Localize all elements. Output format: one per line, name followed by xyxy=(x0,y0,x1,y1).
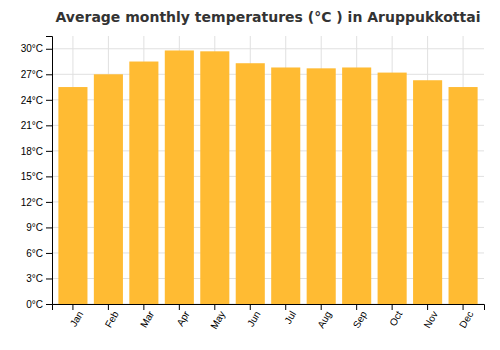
tick-mark xyxy=(463,304,464,310)
tick-mark xyxy=(46,202,52,203)
tick-label: Nov xyxy=(422,309,440,330)
tick-label: 21°C xyxy=(21,120,43,131)
tick-label: Apr xyxy=(174,309,192,329)
tick-label: Jun xyxy=(245,309,263,328)
bar xyxy=(129,62,158,304)
tick-mark xyxy=(285,304,286,310)
tick: 6°C xyxy=(26,248,52,259)
tick: Aug xyxy=(315,304,333,330)
tick-label: Feb xyxy=(103,309,121,330)
tick-label: 9°C xyxy=(26,222,43,233)
tick-mark xyxy=(46,227,52,228)
tick: 21°C xyxy=(21,120,52,131)
y-axis: 0°C 3°C 6°C 9°C 12°C 15°C 18°C 21°C 24°C 27°C 30°C xyxy=(21,37,53,310)
x-axis: Jan Feb Mar Apr May Jun Jul Aug Sep Oct Nov Dec xyxy=(53,304,485,331)
tick: 24°C xyxy=(21,95,52,106)
axis-line xyxy=(46,37,53,305)
tick-label: Sep xyxy=(351,309,370,330)
tick-mark xyxy=(46,100,52,101)
tick-label: 30°C xyxy=(21,43,43,54)
tick-mark xyxy=(250,304,251,310)
tick: Jun xyxy=(245,304,263,329)
tick: May xyxy=(208,304,227,331)
tick-label: 6°C xyxy=(26,248,43,259)
tick: 0°C xyxy=(26,299,52,310)
tick: 15°C xyxy=(21,171,52,182)
tick: 12°C xyxy=(21,197,52,208)
bar xyxy=(449,87,478,304)
tick-label: 27°C xyxy=(21,69,43,80)
tick: Sep xyxy=(351,304,370,330)
tick-label: 0°C xyxy=(26,299,43,310)
tick-mark xyxy=(72,304,73,310)
tick-mark xyxy=(179,304,180,310)
tick-mark xyxy=(143,304,144,310)
tick-label: May xyxy=(208,309,227,331)
grid xyxy=(52,36,484,304)
axis-line xyxy=(53,305,485,311)
tick-label: Jul xyxy=(282,309,298,326)
tick: 27°C xyxy=(21,69,52,80)
tick: Jan xyxy=(68,304,86,329)
bar xyxy=(58,87,87,304)
bar xyxy=(271,67,300,304)
tick-mark xyxy=(46,304,52,305)
tick-mark xyxy=(46,49,52,50)
bars xyxy=(58,50,477,304)
chart: 0°C 3°C 6°C 9°C 12°C 15°C 18°C 21°C 24°C 27°C 30°C… xyxy=(0,0,500,350)
bar xyxy=(307,68,336,304)
tick-mark xyxy=(46,125,52,126)
tick-label: Dec xyxy=(457,309,475,330)
tick-mark xyxy=(46,278,52,279)
tick-mark xyxy=(108,304,109,310)
bar xyxy=(378,73,407,304)
tick-mark xyxy=(214,304,215,310)
tick: Mar xyxy=(138,304,156,330)
tick: 9°C xyxy=(26,222,52,233)
tick-mark xyxy=(356,304,357,310)
tick-label: Aug xyxy=(315,309,333,330)
title: Average monthly temperatures (°C ) in Ar… xyxy=(56,9,481,25)
bar xyxy=(94,74,123,304)
tick-label: 3°C xyxy=(26,273,43,284)
tick-label: Mar xyxy=(138,309,156,330)
tick-mark xyxy=(427,304,428,310)
tick-mark xyxy=(46,253,52,254)
plot: 0°C 3°C 6°C 9°C 12°C 15°C 18°C 21°C 24°C 27°C 30°C… xyxy=(21,36,485,331)
tick-label: 15°C xyxy=(21,171,43,182)
tick: 30°C xyxy=(21,43,52,54)
tick-label: Jan xyxy=(68,309,86,328)
tick-mark xyxy=(392,304,393,310)
tick-mark xyxy=(46,176,52,177)
tick-label: 18°C xyxy=(21,146,43,157)
tick: Nov xyxy=(422,304,440,330)
bar xyxy=(342,67,371,304)
tick-label: 24°C xyxy=(21,95,43,106)
tick-mark xyxy=(46,74,52,75)
tick-mark xyxy=(46,151,52,152)
tick: Apr xyxy=(174,304,192,328)
tick: 18°C xyxy=(21,146,52,157)
tick-label: 12°C xyxy=(21,197,43,208)
bar xyxy=(200,51,229,304)
bar xyxy=(236,63,265,304)
tick-label: Oct xyxy=(387,309,404,328)
tick: Dec xyxy=(457,304,475,330)
grid-line xyxy=(52,48,484,49)
tick: Oct xyxy=(387,304,404,328)
bar xyxy=(413,80,442,304)
bar xyxy=(165,50,194,304)
tick: Jul xyxy=(282,304,298,326)
tick: Feb xyxy=(103,304,121,330)
tick: 3°C xyxy=(26,273,52,284)
tick-mark xyxy=(321,304,322,310)
